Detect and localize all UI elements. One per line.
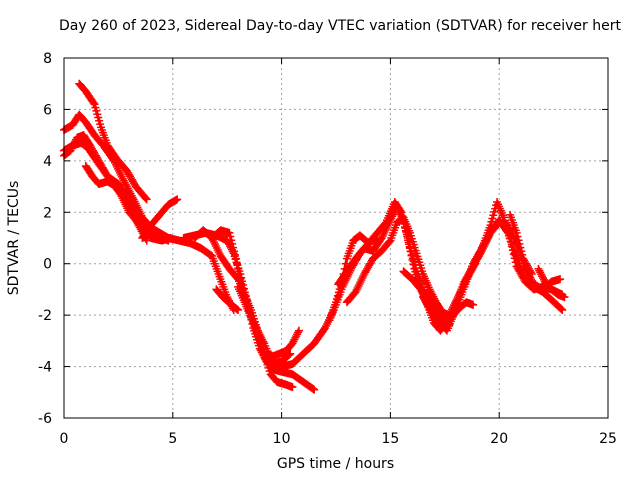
- series-arc-15: [334, 203, 454, 330]
- series-markers: [234, 282, 303, 361]
- x-tick-label: 15: [381, 431, 399, 447]
- y-tick-label: 6: [43, 102, 52, 118]
- y-tick-label: -4: [38, 360, 52, 376]
- series-line: [281, 236, 379, 369]
- series-arc-22: [534, 264, 569, 302]
- y-tick-label: 8: [43, 51, 52, 67]
- x-tick-label: 0: [60, 431, 69, 447]
- x-tick-label: 20: [490, 431, 508, 447]
- series-line: [402, 218, 564, 333]
- series-markers: [277, 234, 382, 371]
- series-markers: [81, 162, 151, 245]
- y-tick-label: -6: [38, 411, 52, 427]
- series-arc-13: [277, 234, 382, 371]
- series-arc-6: [138, 195, 182, 242]
- y-tick-label: -2: [38, 308, 52, 324]
- series-arc-16: [342, 213, 454, 320]
- series-arc-12: [212, 285, 243, 314]
- plot-border: [63, 57, 609, 419]
- data-series: [60, 79, 569, 394]
- series-arc-19: [436, 298, 478, 332]
- series-markers: [138, 195, 182, 242]
- y-tick-label: 4: [43, 154, 52, 170]
- x-tick-label: 25: [599, 431, 617, 447]
- axis-ticks: 0 5 10 15 20 25 -6 -4 -2 0 2 4 6 8: [38, 51, 617, 447]
- series-arc-21: [506, 210, 536, 278]
- y-tick-label: 2: [43, 205, 52, 221]
- series-markers: [506, 210, 536, 278]
- series-arc-1: [75, 79, 151, 204]
- series-markers: [342, 213, 454, 320]
- y-tick-label: 0: [43, 257, 52, 273]
- x-axis-label: GPS time / hours: [276, 456, 395, 472]
- chart-title: Day 260 of 2023, Sidereal Day-to-day VTE…: [59, 18, 621, 34]
- series-markers: [75, 79, 151, 204]
- series-arc-5: [81, 162, 151, 245]
- series-arc-11: [234, 282, 303, 361]
- series-markers: [534, 264, 569, 302]
- x-tick-label: 10: [273, 431, 291, 447]
- y-axis-label: SDTVAR / TECUs: [6, 180, 22, 296]
- series-markers: [436, 298, 478, 332]
- x-tick-label: 5: [168, 431, 177, 447]
- series-markers: [212, 285, 243, 314]
